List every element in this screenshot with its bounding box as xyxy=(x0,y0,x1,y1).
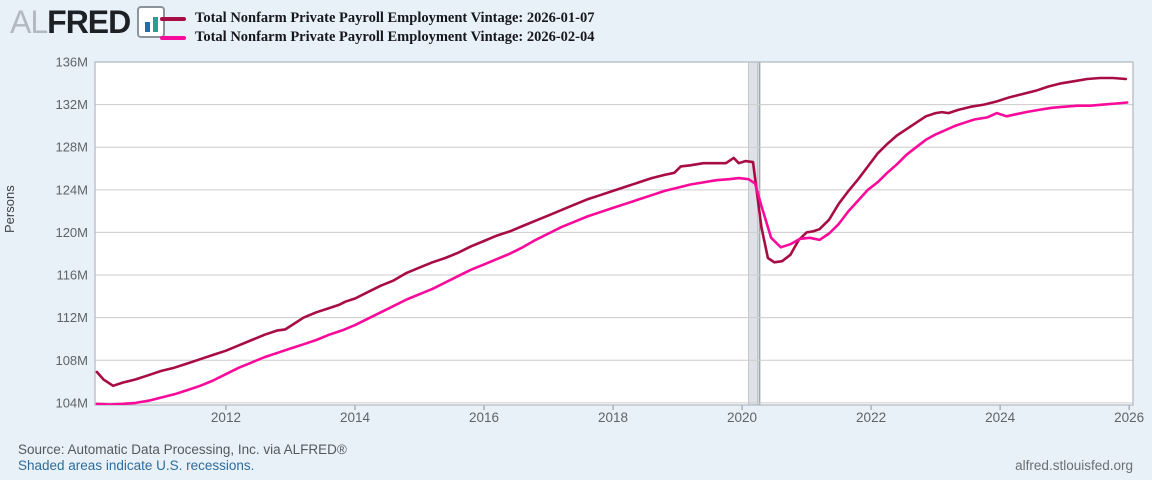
plot-area[interactable] xyxy=(95,62,1133,405)
legend-label: Total Nonfarm Private Payroll Employment… xyxy=(195,29,595,45)
legend-label: Total Nonfarm Private Payroll Employment… xyxy=(195,10,595,26)
series-line-vintage-2026-02-04 xyxy=(95,101,1129,405)
legend-swatch-line xyxy=(160,35,186,40)
y-tick-label: 124M xyxy=(55,182,88,197)
y-tick-label: 108M xyxy=(55,353,88,368)
legend-item-vintage-2026-01-07[interactable]: Total Nonfarm Private Payroll Employment… xyxy=(160,9,595,28)
recession-band xyxy=(748,61,758,406)
y-tick-label: 112M xyxy=(56,310,88,325)
y-tick-label: 132M xyxy=(55,97,88,112)
y-tick-label: 116M xyxy=(56,268,88,283)
legend-swatch-line xyxy=(160,16,186,21)
y-tick-label: 136M xyxy=(55,55,88,70)
x-tick-label: 2012 xyxy=(211,410,241,425)
recession-note-link[interactable]: Shaded areas indicate U.S. recessions. xyxy=(18,458,255,473)
bar-chart-icon xyxy=(137,6,166,38)
chart-legend: Total Nonfarm Private Payroll Employment… xyxy=(160,9,595,47)
logo-brand: FRED xyxy=(47,3,131,40)
x-tick-label: 2024 xyxy=(985,410,1016,425)
bar-chart-icon-bar2 xyxy=(152,17,158,32)
alfred-logo[interactable]: AL FRED xyxy=(10,3,166,40)
x-tick-label: 2016 xyxy=(469,410,499,425)
source-text: Source: Automatic Data Processing, Inc. … xyxy=(18,442,347,457)
x-tick-label: 2020 xyxy=(727,410,757,425)
site-url-text: alfred.stlouisfed.org xyxy=(1015,458,1133,473)
bar-chart-icon-bar1 xyxy=(144,22,150,32)
x-tick-label: 2026 xyxy=(1114,410,1144,425)
y-tick-label: 128M xyxy=(55,140,88,155)
x-tick-label: 2022 xyxy=(856,410,886,425)
plot-frame xyxy=(94,61,1134,406)
legend-item-vintage-2026-02-04[interactable]: Total Nonfarm Private Payroll Employment… xyxy=(160,28,595,47)
logo-prefix: AL xyxy=(10,3,48,40)
x-tick-label: 2018 xyxy=(598,410,628,425)
y-tick-label: 120M xyxy=(55,225,88,240)
series-line-vintage-2026-01-07 xyxy=(95,76,1128,388)
x-tick-label: 2014 xyxy=(340,410,371,425)
y-axis-title: Persons xyxy=(2,185,17,233)
y-tick-label: 104M xyxy=(55,395,88,410)
